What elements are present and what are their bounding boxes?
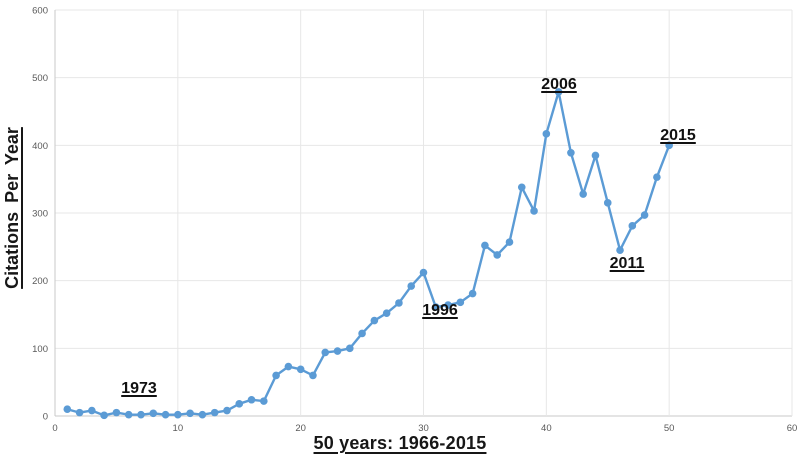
data-point-marker: [444, 301, 452, 309]
annotation-1973: 1973: [121, 380, 157, 397]
data-point-marker: [456, 298, 465, 307]
data-point-marker: [223, 406, 231, 415]
data-point-marker: [260, 397, 268, 405]
data-point-marker: [88, 406, 96, 415]
data-point-marker: [346, 344, 354, 353]
x-tick-label: 40: [541, 423, 552, 434]
x-tick-label: 50: [664, 423, 675, 434]
y-tick-label: 600: [32, 6, 48, 17]
data-point-marker: [333, 347, 342, 355]
data-point-marker: [124, 410, 133, 419]
data-point-marker: [530, 207, 538, 215]
data-point-marker: [174, 410, 182, 419]
data-point-marker: [112, 408, 121, 417]
data-point-marker: [272, 371, 280, 380]
annotation-2011: 2011: [609, 255, 645, 272]
data-point-marker: [296, 365, 305, 374]
data-point-marker: [591, 151, 600, 160]
data-point-marker: [395, 299, 403, 307]
data-point-marker: [554, 88, 563, 96]
data-series-line: [66, 90, 671, 417]
data-point-marker: [419, 268, 428, 277]
data-point-marker: [579, 190, 587, 198]
data-point-marker: [542, 130, 551, 138]
data-point-marker: [75, 408, 84, 417]
data-point-marker: [603, 199, 612, 207]
y-tick-label: 400: [32, 141, 48, 152]
y-tick-label: 100: [32, 344, 48, 355]
data-point-marker: [407, 282, 416, 290]
data-point-marker: [161, 410, 170, 419]
data-point-marker: [431, 303, 440, 311]
data-point-marker: [63, 405, 72, 414]
data-point-marker: [505, 238, 514, 246]
data-point-marker: [149, 409, 158, 418]
x-axis-title: 50 years: 1966-2015: [313, 433, 487, 453]
data-point-marker: [284, 362, 293, 371]
y-tick-label: 300: [32, 209, 48, 220]
annotation-1996: 1996: [422, 302, 458, 319]
data-point-marker: [493, 251, 502, 259]
y-axis-title: Citations Per Year: [2, 127, 22, 289]
data-point-marker: [616, 246, 624, 255]
x-tick-label: 0: [52, 423, 57, 434]
data-point-marker: [186, 409, 194, 418]
y-tick-label: 200: [32, 276, 48, 287]
data-point-marker: [235, 400, 244, 408]
data-point-marker: [309, 371, 317, 380]
data-point-marker: [210, 408, 219, 417]
annotation-2015: 2015: [660, 127, 696, 144]
data-point-marker: [640, 211, 649, 219]
data-point-marker: [370, 316, 379, 325]
data-point-marker: [481, 241, 489, 250]
data-point-marker: [247, 395, 256, 404]
x-tick-label: 30: [418, 423, 429, 434]
data-point-marker: [517, 183, 526, 192]
x-tick-label: 60: [787, 423, 798, 434]
annotation-2006: 2006: [541, 76, 577, 93]
y-tick-label: 0: [43, 412, 48, 423]
data-point-marker: [321, 348, 330, 357]
data-point-marker: [628, 222, 637, 230]
data-point-marker: [137, 410, 145, 419]
data-point-marker: [100, 411, 108, 420]
x-tick-label: 10: [173, 423, 184, 434]
data-point-marker: [567, 148, 575, 157]
data-point-marker: [382, 309, 391, 317]
y-tick-label: 500: [32, 73, 48, 84]
data-point-marker: [198, 410, 207, 419]
data-point-marker: [665, 141, 673, 150]
data-point-marker: [358, 329, 366, 338]
data-point-marker: [653, 173, 661, 181]
x-tick-label: 20: [295, 423, 306, 434]
data-point-marker: [468, 289, 477, 298]
